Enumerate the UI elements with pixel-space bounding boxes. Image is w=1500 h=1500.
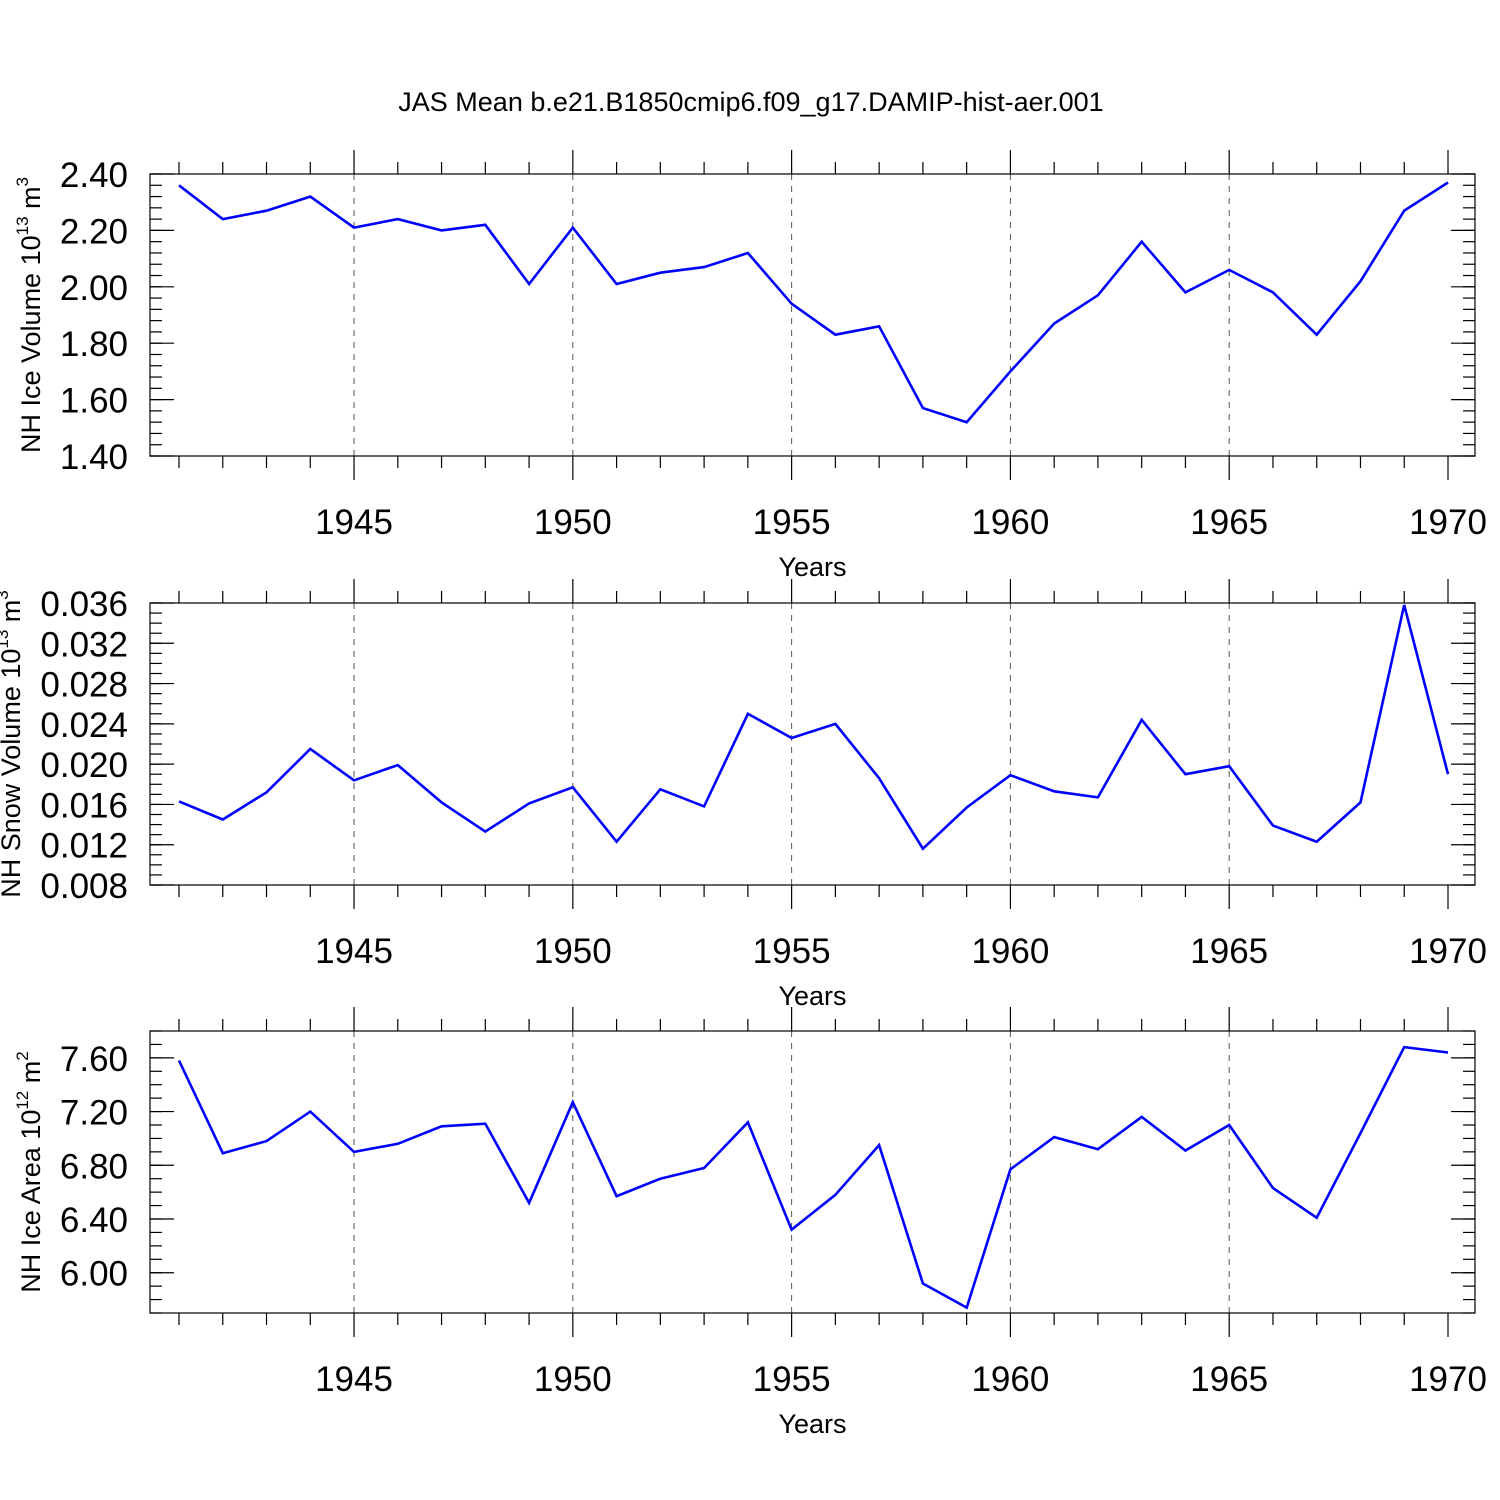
x-tick-label: 1960 xyxy=(971,503,1049,542)
axis-ticks xyxy=(150,579,1475,909)
x-tick-label: 1960 xyxy=(971,1360,1049,1399)
grid-lines xyxy=(353,1031,1230,1313)
y-axis-label-exponent: 13 xyxy=(0,630,12,649)
x-tick-label: 1955 xyxy=(753,1360,831,1399)
y-tick-label: 1.40 xyxy=(60,438,128,477)
ice-area-panel: 1945 1950 1955 1960 1965 1970 6.00 6.40 6.80 7.2… xyxy=(13,1007,1487,1439)
y-tick-label: 0.032 xyxy=(40,625,128,664)
plot-frame xyxy=(149,602,1476,886)
y-axis-label-unit: m xyxy=(0,600,26,630)
chart-title: JAS Mean b.e21.B1850cmip6.f09_g17.DAMIP-… xyxy=(398,87,1103,117)
axis-ticks xyxy=(150,1007,1475,1337)
y-tick-label: 1.80 xyxy=(60,325,128,364)
x-tick-label: 1970 xyxy=(1409,503,1487,542)
x-tick-label: 1965 xyxy=(1190,932,1268,971)
y-axis-label-unit: m xyxy=(16,186,46,216)
y-tick-label: 2.20 xyxy=(60,212,128,251)
y-tick-label: 6.80 xyxy=(60,1147,128,1186)
y-axis-label: NH Ice Area 1012 m2 xyxy=(13,1051,46,1292)
x-tick-labels: 1945 1950 1955 1960 1965 1970 xyxy=(315,503,1487,542)
x-tick-label: 1945 xyxy=(315,1360,393,1399)
x-tick-label: 1950 xyxy=(534,503,612,542)
y-axis-label-text: NH Ice Volume 10 xyxy=(16,235,46,453)
snow-volume-series-line xyxy=(178,604,1450,851)
y-tick-label: 0.036 xyxy=(40,585,128,624)
x-tick-label: 1965 xyxy=(1190,1360,1268,1399)
x-axis-label: Years xyxy=(778,552,846,582)
y-tick-labels: 6.00 6.40 6.80 7.20 7.60 xyxy=(60,1040,128,1294)
x-tick-label: 1955 xyxy=(753,503,831,542)
ice-area-series-line xyxy=(177,1045,1449,1310)
plot-frame xyxy=(149,1030,1476,1314)
x-tick-label: 1955 xyxy=(753,932,831,971)
y-axis-label-text: NH Snow Volume 10 xyxy=(0,649,26,898)
grid-lines xyxy=(353,603,1230,885)
y-tick-label: 0.016 xyxy=(40,786,128,825)
y-axis-label-unit-exponent: 3 xyxy=(13,177,32,186)
grid-lines xyxy=(353,174,1230,456)
y-tick-label: 6.00 xyxy=(60,1255,128,1294)
y-tick-label: 0.024 xyxy=(40,706,128,745)
ice-volume-series-line xyxy=(178,181,1449,424)
y-tick-label: 7.60 xyxy=(60,1040,128,1079)
snow-volume-panel: 1945 1950 1955 1960 1965 1970 0.0080.0120.016… xyxy=(0,579,1487,1011)
y-tick-label: 6.40 xyxy=(60,1201,128,1240)
y-tick-label: 1.60 xyxy=(60,382,128,421)
y-tick-label: 7.20 xyxy=(60,1094,128,1133)
x-tick-label: 1965 xyxy=(1190,503,1268,542)
y-axis-label-unit-exponent: 2 xyxy=(13,1051,32,1060)
y-axis-label-text: NH Ice Area 10 xyxy=(16,1110,46,1293)
x-tick-label: 1960 xyxy=(971,932,1049,971)
y-axis-label: NH Ice Volume 1013 m3 xyxy=(13,177,46,453)
y-tick-label: 0.028 xyxy=(40,666,128,705)
x-tick-label: 1970 xyxy=(1409,1360,1487,1399)
x-tick-label: 1950 xyxy=(534,1360,612,1399)
x-tick-labels: 1945 1950 1955 1960 1965 1970 xyxy=(315,1360,1487,1399)
x-tick-labels: 1945 1950 1955 1960 1965 1970 xyxy=(315,932,1487,971)
y-tick-label: 2.00 xyxy=(60,269,128,308)
plot-frame xyxy=(149,173,1476,457)
x-tick-label: 1945 xyxy=(315,932,393,971)
y-tick-label: 2.40 xyxy=(60,156,128,195)
y-axis-label-exponent: 13 xyxy=(13,216,32,235)
y-tick-label: 0.008 xyxy=(40,867,128,906)
x-tick-label: 1945 xyxy=(315,503,393,542)
y-axis-label-exponent: 12 xyxy=(13,1091,32,1110)
ice-volume-panel: 1945 1950 1955 1960 1965 1970 1.40 1.60 1.80 2.0… xyxy=(13,150,1487,582)
x-tick-label: 1950 xyxy=(534,932,612,971)
y-axis-label: NH Snow Volume 1013 m3 xyxy=(0,590,26,898)
x-axis-label: Years xyxy=(778,1409,846,1439)
y-tick-label: 0.020 xyxy=(40,746,128,785)
y-tick-label: 0.012 xyxy=(40,827,128,866)
y-axis-label-unit: m xyxy=(16,1061,46,1091)
y-axis-label-unit-exponent: 3 xyxy=(0,590,12,599)
axis-ticks xyxy=(150,150,1475,480)
x-tick-label: 1970 xyxy=(1409,932,1487,971)
x-axis-label: Years xyxy=(778,981,846,1011)
y-tick-labels: 1.40 1.60 1.80 2.00 2.20 2.40 xyxy=(60,156,128,477)
